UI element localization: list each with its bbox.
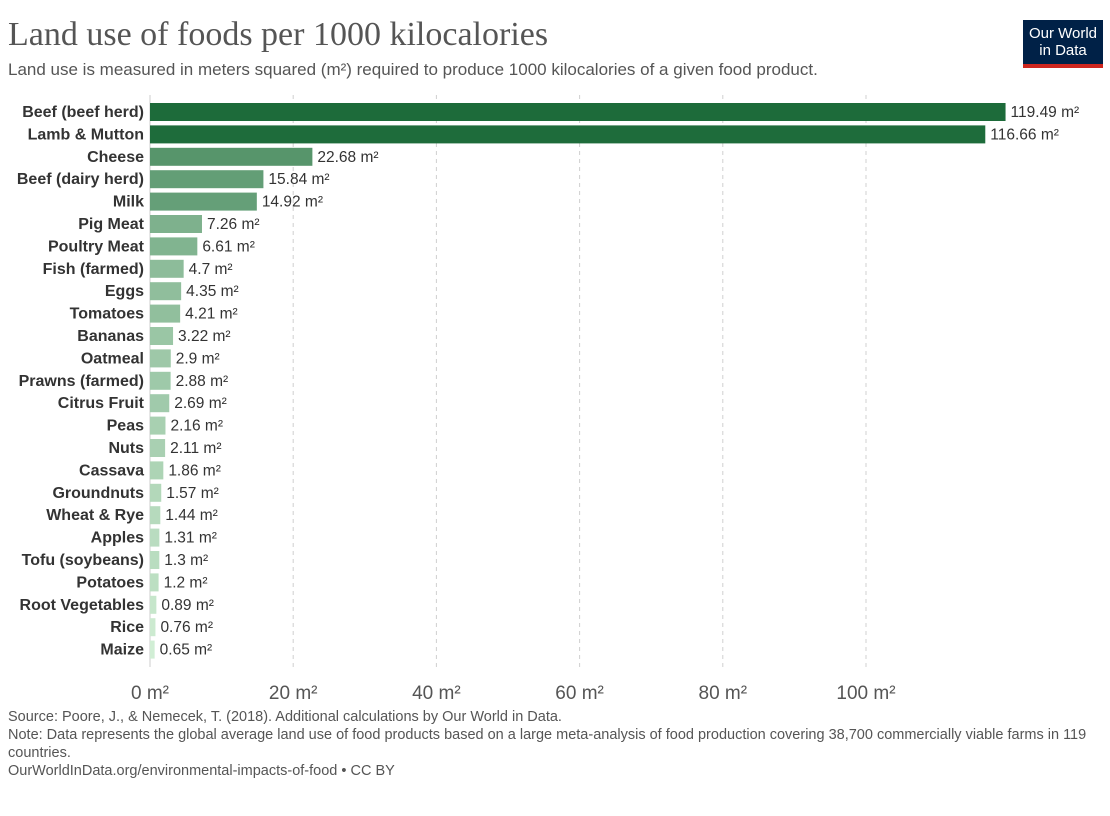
- bar[interactable]: [150, 215, 202, 233]
- category-label: Lamb & Mutton: [28, 126, 144, 143]
- chart-subtitle: Land use is measured in meters squared (…: [8, 60, 818, 79]
- footer-url[interactable]: OurWorldInData.org/environmental-impacts…: [8, 763, 395, 779]
- x-tick-label: 20 m²: [269, 683, 318, 700]
- bar[interactable]: [150, 192, 257, 211]
- x-tick-label: 80 m²: [699, 683, 748, 700]
- value-label: 0.89 m²: [161, 597, 214, 614]
- category-label: Oatmeal: [81, 350, 144, 367]
- bar[interactable]: [150, 595, 157, 614]
- chart-title: Land use of foods per 1000 kilocalories: [8, 16, 549, 53]
- bar[interactable]: [150, 394, 170, 413]
- bar[interactable]: [150, 237, 198, 256]
- bar[interactable]: [150, 282, 182, 301]
- value-label: 7.26 m²: [207, 216, 260, 233]
- x-tick-label: 0 m²: [131, 683, 169, 700]
- value-label: 0.76 m²: [160, 619, 213, 636]
- category-label: Potatoes: [76, 574, 144, 591]
- value-label: 2.69 m²: [174, 395, 227, 412]
- x-tick-label: 40 m²: [412, 683, 461, 700]
- value-label: 1.2 m²: [164, 574, 208, 591]
- bar[interactable]: [150, 416, 166, 435]
- category-labels: Beef (beef herd) Lamb & Mutton Cheese Beef …: [17, 104, 145, 659]
- category-label: Beef (beef herd): [22, 104, 144, 121]
- value-label: 1.44 m²: [165, 507, 218, 524]
- value-label: 2.9 m²: [176, 350, 220, 367]
- bar[interactable]: [150, 528, 160, 547]
- category-label: Fish (farmed): [43, 261, 144, 278]
- bar[interactable]: [150, 573, 159, 592]
- bar[interactable]: [150, 327, 174, 345]
- value-label: 2.16 m²: [170, 418, 223, 435]
- category-label: Groundnuts: [52, 485, 144, 502]
- category-label: Cheese: [87, 149, 144, 166]
- bar[interactable]: [150, 259, 184, 278]
- bar[interactable]: [150, 371, 171, 390]
- category-label: Rice: [110, 619, 144, 636]
- category-label: Eggs: [105, 283, 144, 300]
- bar[interactable]: [150, 483, 162, 502]
- bar[interactable]: [150, 125, 986, 144]
- x-axis-ticks: 0 m² 20 m² 40 m² 60 m² 80 m² 100 m²: [131, 683, 896, 700]
- value-label: 4.7 m²: [189, 261, 233, 278]
- value-labels: 119.49 m² 116.66 m² 22.68 m² 15.84 m² 14.92 …: [160, 104, 1080, 659]
- value-label: 4.35 m²: [186, 283, 239, 300]
- value-label: 14.92 m²: [262, 194, 323, 211]
- category-label: Milk: [113, 194, 144, 211]
- value-label: 22.68 m²: [317, 149, 378, 166]
- category-label: Citrus Fruit: [58, 395, 145, 412]
- logo-line-2: in Data: [1039, 42, 1087, 59]
- bar[interactable]: [150, 304, 181, 323]
- value-label: 4.21 m²: [185, 306, 238, 323]
- value-label: 2.88 m²: [176, 373, 229, 390]
- category-label: Apples: [91, 530, 144, 547]
- x-tick-label: 60 m²: [555, 683, 604, 700]
- value-label: 1.57 m²: [166, 485, 219, 502]
- bar[interactable]: [150, 551, 160, 569]
- owid-logo[interactable]: Our World in Data: [1023, 20, 1103, 68]
- category-label: Bananas: [77, 328, 144, 345]
- category-label: Tomatoes: [70, 306, 144, 323]
- source-note: Source: Poore, J., & Nemecek, T. (2018).…: [8, 709, 562, 725]
- bar[interactable]: [150, 170, 264, 189]
- value-label: 119.49 m²: [1011, 104, 1080, 121]
- category-label: Root Vegetables: [20, 597, 145, 614]
- value-label: 3.22 m²: [178, 328, 231, 345]
- bar[interactable]: [150, 506, 161, 525]
- bars: [150, 103, 1006, 659]
- bar[interactable]: [150, 640, 155, 659]
- logo-line-1: Our World: [1028, 25, 1098, 42]
- bar[interactable]: [150, 439, 166, 457]
- bar[interactable]: [150, 147, 313, 166]
- category-label: Prawns (farmed): [19, 373, 144, 390]
- category-label: Maize: [100, 642, 144, 659]
- x-tick-label: 100 m²: [836, 683, 895, 700]
- bar-chart: Beef (beef herd) Lamb & Mutton Cheese Beef …: [17, 95, 1080, 700]
- data-note: Note: Data represents the global average…: [8, 727, 1091, 761]
- value-label: 2.11 m²: [170, 440, 221, 457]
- category-label: Wheat & Rye: [46, 507, 144, 524]
- bar[interactable]: [150, 103, 1006, 121]
- category-label: Cassava: [79, 462, 144, 479]
- value-label: 1.86 m²: [168, 462, 221, 479]
- value-label: 15.84 m²: [268, 171, 329, 188]
- value-label: 116.66 m²: [990, 126, 1059, 143]
- bar[interactable]: [150, 349, 171, 368]
- value-label: 1.31 m²: [164, 530, 217, 547]
- value-label: 0.65 m²: [160, 642, 213, 659]
- value-label: 1.3 m²: [164, 552, 208, 569]
- category-label: Pig Meat: [78, 216, 144, 233]
- category-label: Peas: [107, 418, 144, 435]
- value-label: 6.61 m²: [202, 238, 255, 255]
- category-label: Beef (dairy herd): [17, 171, 144, 188]
- bar[interactable]: [150, 618, 156, 637]
- bar[interactable]: [150, 461, 164, 480]
- category-label: Poultry Meat: [48, 238, 145, 255]
- footer: Source: Poore, J., & Nemecek, T. (2018).…: [8, 708, 1098, 780]
- category-label: Nuts: [108, 440, 144, 457]
- category-label: Tofu (soybeans): [22, 552, 144, 569]
